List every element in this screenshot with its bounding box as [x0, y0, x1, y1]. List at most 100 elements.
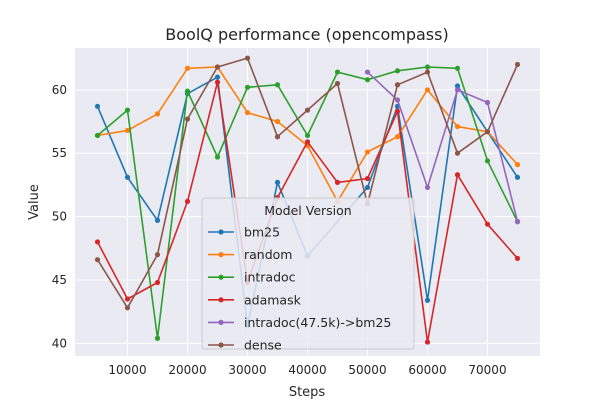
data-point: [364, 69, 371, 75]
data-point: [124, 127, 131, 133]
data-point: [94, 132, 101, 139]
data-point: [124, 107, 131, 113]
legend-label: intradoc(47.5k)->bm25: [244, 315, 391, 330]
data-point: [484, 129, 491, 135]
y-axis-ticks: 40 45 50 55 60: [52, 83, 67, 350]
legend-label: bm25: [244, 225, 280, 240]
data-point: [514, 255, 521, 262]
legend-label: random: [244, 247, 292, 262]
data-point: [514, 219, 521, 225]
data-point: [244, 110, 251, 116]
data-point: [244, 84, 251, 90]
data-point: [184, 198, 191, 204]
series-adamask: [94, 79, 521, 345]
data-point: [394, 82, 401, 88]
data-point: [154, 111, 161, 117]
data-point: [394, 97, 401, 103]
legend-item: adamask: [208, 292, 302, 307]
legend-label: intradoc: [244, 270, 296, 285]
legend-item: dense: [208, 338, 282, 353]
data-point: [394, 68, 401, 74]
data-point: [274, 82, 281, 88]
legend-swatch-marker: [218, 297, 224, 303]
legend-swatch-marker: [218, 252, 224, 258]
y-tick-label: 40: [52, 336, 67, 350]
y-axis-label: Value: [27, 184, 42, 220]
data-point: [364, 77, 371, 83]
x-tick-label: 60000: [408, 363, 446, 377]
data-point: [94, 103, 101, 109]
y-tick-label: 45: [52, 273, 67, 287]
data-point: [274, 179, 281, 185]
legend-swatch-marker: [218, 274, 224, 280]
data-point: [184, 116, 191, 122]
data-point: [424, 69, 431, 75]
data-point: [184, 88, 191, 94]
data-point: [454, 83, 461, 89]
data-point: [304, 107, 311, 113]
data-point: [364, 175, 371, 182]
legend-item: intradoc: [208, 270, 296, 285]
data-point: [424, 64, 431, 70]
legend-swatch-marker: [218, 342, 224, 348]
data-point: [514, 61, 521, 68]
data-point: [274, 134, 281, 140]
chart-title: BoolQ performance (opencompass): [165, 25, 448, 44]
y-tick-label: 60: [52, 83, 67, 97]
data-point: [424, 87, 431, 93]
data-point: [484, 158, 491, 164]
x-axis-ticks: 10000 20000 30000 40000 50000 60000 70000: [108, 363, 506, 377]
data-point: [454, 123, 461, 130]
data-point: [394, 134, 401, 140]
data-point: [364, 184, 371, 191]
data-point: [364, 149, 371, 155]
x-tick-label: 10000: [108, 363, 146, 377]
data-point: [424, 339, 431, 345]
data-point: [454, 65, 461, 71]
legend-title: Model Version: [264, 203, 351, 218]
legend-box: [201, 197, 415, 350]
data-point: [214, 79, 221, 85]
data-point: [94, 239, 101, 245]
data-point: [214, 64, 221, 70]
data-point: [214, 154, 221, 160]
x-tick-label: 20000: [168, 363, 206, 377]
x-tick-label: 40000: [288, 363, 326, 377]
data-point: [334, 80, 341, 87]
data-point: [424, 184, 431, 191]
data-point: [154, 252, 161, 258]
x-tick-label: 30000: [228, 363, 266, 377]
data-point: [244, 55, 251, 61]
data-point: [94, 257, 101, 263]
legend: Model Version bm25 random intradoc adamask i…: [201, 197, 415, 353]
data-point: [454, 87, 461, 93]
series-layer: [94, 55, 521, 345]
x-tick-label: 50000: [348, 363, 386, 377]
legend-label: dense: [244, 338, 282, 353]
data-point: [334, 69, 341, 75]
legend-item: random: [208, 247, 292, 262]
data-point: [304, 139, 311, 145]
data-point: [154, 217, 161, 223]
x-axis-label: Steps: [289, 385, 326, 400]
legend-label: adamask: [244, 292, 302, 307]
data-point: [154, 335, 161, 341]
data-point: [124, 174, 131, 180]
data-point: [484, 221, 491, 227]
data-point: [304, 132, 311, 139]
series-dense: [94, 55, 521, 311]
data-point: [124, 296, 131, 302]
data-point: [514, 162, 521, 168]
data-point: [514, 174, 521, 180]
data-point: [484, 99, 491, 106]
x-tick-label: 70000: [468, 363, 506, 377]
data-point: [394, 108, 401, 114]
data-point: [184, 65, 191, 71]
data-point: [334, 179, 341, 185]
legend-item: bm25: [208, 225, 280, 240]
legend-swatch-marker: [218, 229, 224, 235]
y-tick-label: 50: [52, 210, 67, 224]
data-point: [454, 150, 461, 156]
data-point: [424, 297, 431, 303]
